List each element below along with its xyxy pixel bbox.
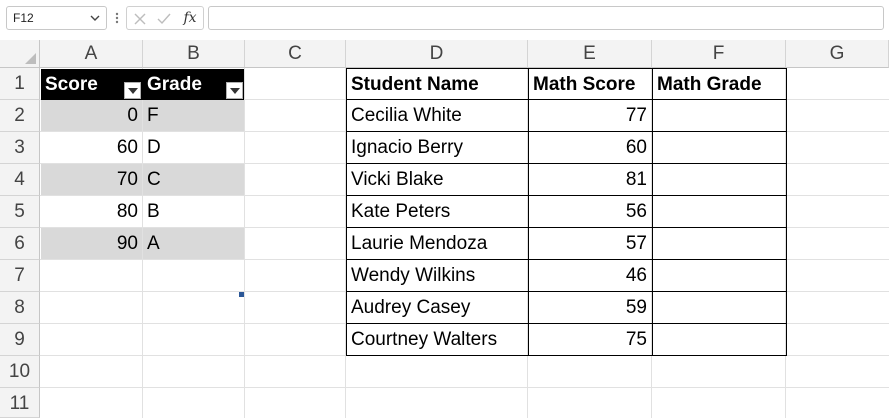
grade-table-score[interactable]: 90	[41, 228, 142, 259]
gridline	[651, 68, 652, 418]
gridline	[785, 68, 786, 418]
column-header-e[interactable]: E	[528, 40, 652, 68]
student-table-rule	[346, 291, 787, 292]
grade-table-score[interactable]: 0	[41, 100, 142, 131]
column-header-d[interactable]: D	[346, 40, 528, 68]
filter-dropdown-icon[interactable]	[226, 82, 243, 99]
spreadsheet-grid: A B C D E F G 1 2 3 4 5 6 7 8 9 10 11 Sc…	[0, 40, 889, 418]
row-header-2[interactable]: 2	[0, 100, 40, 132]
grade-table-grade[interactable]: D	[147, 137, 161, 158]
student-table-rule	[346, 99, 787, 100]
student-table-header-grade[interactable]: Math Grade	[657, 74, 762, 95]
row-header-3[interactable]: 3	[0, 132, 40, 164]
student-name[interactable]: Courtney Walters	[351, 329, 498, 350]
filter-arrow-icon	[128, 88, 138, 94]
row-header-8[interactable]: 8	[0, 292, 40, 324]
student-table-divider	[528, 68, 653, 356]
select-all-button[interactable]	[0, 40, 40, 68]
row-header-6[interactable]: 6	[0, 228, 40, 260]
student-score[interactable]: 77	[625, 105, 647, 126]
student-grade[interactable]	[653, 292, 785, 323]
student-name[interactable]: Wendy Wilkins	[351, 265, 476, 286]
gridline	[142, 68, 143, 418]
student-table-rule	[346, 227, 787, 228]
student-name[interactable]: Ignacio Berry	[351, 137, 463, 158]
header-label: Grade	[147, 74, 202, 95]
student-score[interactable]: 75	[625, 329, 647, 350]
row-header-9[interactable]: 9	[0, 324, 40, 356]
cancel-icon[interactable]	[131, 10, 149, 28]
select-all-triangle-icon	[25, 53, 36, 64]
grade-table-score[interactable]: 70	[41, 164, 142, 195]
student-table-border	[346, 68, 787, 356]
formula-bar: F12 fx	[0, 0, 889, 40]
student-score[interactable]: 56	[625, 201, 647, 222]
student-grade[interactable]	[653, 228, 785, 259]
student-score[interactable]: 81	[625, 169, 647, 190]
header-label: Score	[45, 74, 98, 95]
name-box-value: F12	[13, 11, 34, 25]
student-grade[interactable]	[653, 132, 785, 163]
gridline	[244, 68, 245, 418]
row-header-11[interactable]: 11	[0, 388, 40, 418]
chevron-down-icon[interactable]	[88, 9, 102, 27]
student-table-divider	[346, 68, 529, 356]
column-header-g[interactable]: G	[786, 40, 889, 68]
student-table-header-score[interactable]: Math Score	[533, 74, 636, 95]
column-header-b[interactable]: B	[143, 40, 245, 68]
insert-function-icon[interactable]: fx	[183, 10, 197, 26]
student-grade[interactable]	[653, 196, 785, 227]
student-table-rule	[346, 131, 787, 132]
student-table-rule	[346, 163, 787, 164]
formula-buttons: fx	[126, 6, 204, 30]
column-header-f[interactable]: F	[652, 40, 786, 68]
table-resize-handle[interactable]	[239, 292, 244, 297]
student-grade[interactable]	[653, 324, 785, 355]
student-score[interactable]: 46	[625, 265, 647, 286]
grade-table-score[interactable]: 60	[116, 137, 138, 158]
row-header-10[interactable]: 10	[0, 356, 40, 388]
gridline	[40, 387, 889, 388]
row-header-5[interactable]: 5	[0, 196, 40, 228]
gridline	[345, 68, 346, 418]
grade-table-grade[interactable]: A	[143, 228, 244, 259]
grade-table-grade[interactable]: B	[147, 201, 160, 222]
student-grade[interactable]	[653, 260, 785, 291]
student-name[interactable]: Vicki Blake	[351, 169, 444, 190]
student-grade[interactable]	[653, 164, 785, 195]
student-score[interactable]: 59	[625, 297, 647, 318]
student-grade[interactable]	[653, 100, 785, 131]
checkmark-icon[interactable]	[155, 10, 173, 28]
student-score[interactable]: 57	[625, 233, 647, 254]
student-name[interactable]: Audrey Casey	[351, 297, 471, 318]
grade-table-grade[interactable]: C	[143, 164, 244, 195]
row-header-4[interactable]: 4	[0, 164, 40, 196]
student-name[interactable]: Laurie Mendoza	[351, 233, 488, 254]
grade-table-score[interactable]: 80	[116, 201, 138, 222]
student-table-header-name[interactable]: Student Name	[351, 74, 479, 95]
more-options-icon[interactable]	[113, 9, 121, 27]
row-header-1[interactable]: 1	[0, 68, 40, 100]
row-header-7[interactable]: 7	[0, 260, 40, 292]
student-table-rule	[346, 259, 787, 260]
column-header-a[interactable]: A	[40, 40, 143, 68]
student-name[interactable]: Kate Peters	[351, 201, 451, 222]
student-score[interactable]: 60	[625, 137, 647, 158]
student-table-rule	[346, 195, 787, 196]
name-box[interactable]: F12	[6, 6, 107, 30]
filter-arrow-icon	[230, 88, 240, 94]
column-header-c[interactable]: C	[245, 40, 346, 68]
student-table-rule	[346, 323, 787, 324]
gridline	[527, 68, 528, 418]
filter-dropdown-icon[interactable]	[124, 82, 141, 99]
formula-input[interactable]	[208, 6, 884, 30]
grade-table-grade[interactable]: F	[143, 100, 244, 131]
student-name[interactable]: Cecilia White	[351, 105, 462, 126]
